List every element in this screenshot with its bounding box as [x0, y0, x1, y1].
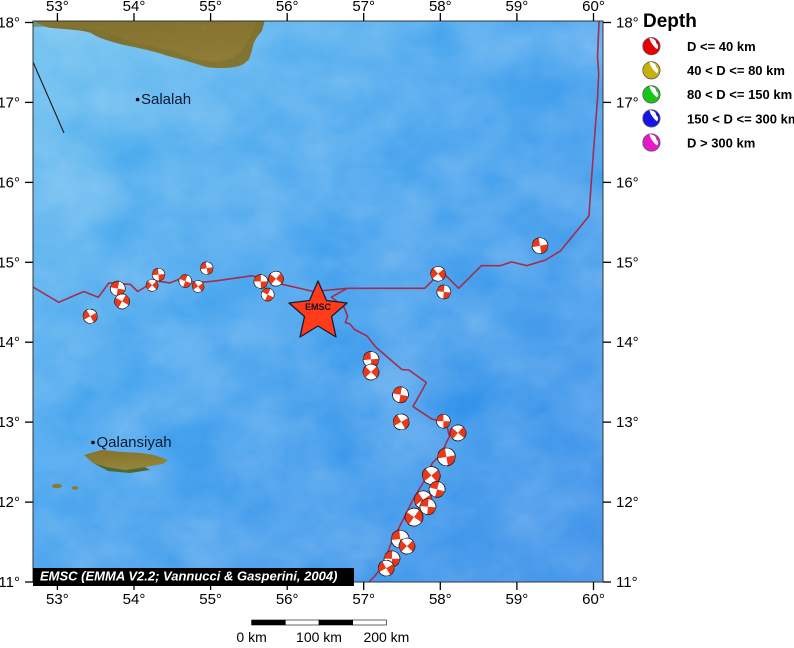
svg-text:60°: 60°: [582, 591, 605, 608]
svg-text:59°: 59°: [506, 591, 529, 608]
svg-text:40 < D <= 80 km: 40 < D <= 80 km: [687, 63, 785, 78]
svg-text:56°: 56°: [276, 591, 299, 608]
svg-text:200 km: 200 km: [363, 629, 409, 645]
svg-text:12°: 12°: [0, 494, 20, 511]
svg-text:0 km: 0 km: [236, 629, 266, 645]
svg-text:54°: 54°: [123, 591, 146, 608]
svg-text:57°: 57°: [352, 0, 375, 15]
svg-text:17°: 17°: [0, 94, 20, 111]
svg-text:54°: 54°: [123, 0, 146, 15]
svg-text:16°: 16°: [0, 174, 20, 191]
svg-text:11°: 11°: [0, 574, 20, 591]
svg-text:57°: 57°: [352, 591, 375, 608]
svg-text:11°: 11°: [616, 574, 638, 591]
svg-text:13°: 13°: [616, 414, 639, 431]
svg-text:55°: 55°: [199, 0, 222, 15]
svg-text:15°: 15°: [0, 254, 20, 271]
svg-text:100 km: 100 km: [296, 629, 342, 645]
svg-text:56°: 56°: [276, 0, 299, 15]
svg-text:18°: 18°: [0, 15, 20, 32]
svg-text:17°: 17°: [616, 94, 639, 111]
svg-text:Qalansiyah: Qalansiyah: [97, 434, 172, 451]
svg-text:13°: 13°: [0, 414, 20, 431]
svg-text:D <= 40 km: D <= 40 km: [687, 39, 756, 54]
svg-text:D > 300 km: D > 300 km: [687, 135, 755, 150]
svg-text:12°: 12°: [616, 494, 639, 511]
svg-text:53°: 53°: [46, 591, 69, 608]
svg-text:60°: 60°: [582, 0, 605, 15]
svg-text:150 < D <= 300 km: 150 < D <= 300 km: [687, 111, 794, 126]
svg-text:18°: 18°: [616, 15, 639, 32]
svg-text:53°: 53°: [46, 0, 69, 15]
svg-text:15°: 15°: [616, 254, 639, 271]
svg-text:14°: 14°: [616, 334, 639, 351]
svg-text:80 < D <= 150 km: 80 < D <= 150 km: [687, 87, 792, 102]
svg-text:Salalah: Salalah: [141, 91, 191, 108]
svg-text:58°: 58°: [429, 0, 452, 15]
svg-text:55°: 55°: [199, 591, 222, 608]
svg-text:14°: 14°: [0, 334, 20, 351]
svg-text:58°: 58°: [429, 591, 452, 608]
svg-text:EMSC (EMMA V2.2; Vannucci & Ga: EMSC (EMMA V2.2; Vannucci & Gasperini, 2…: [40, 569, 337, 584]
svg-text:16°: 16°: [616, 174, 639, 191]
svg-text:EMSC: EMSC: [305, 302, 332, 312]
svg-text:Depth: Depth: [643, 11, 697, 32]
svg-text:59°: 59°: [506, 0, 529, 15]
